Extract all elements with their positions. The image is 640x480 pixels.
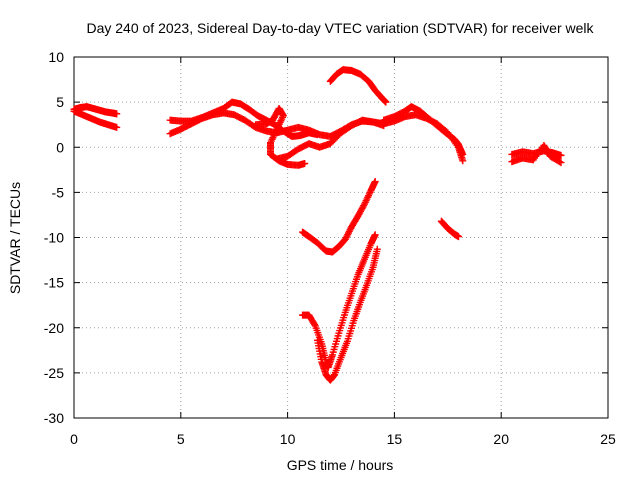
series-arc-2 — [70, 107, 121, 131]
x-tick-label: 10 — [280, 431, 296, 447]
data-point — [557, 159, 565, 167]
data-point — [344, 229, 352, 237]
data-point — [311, 321, 319, 329]
data-point — [371, 178, 379, 186]
data-point — [454, 233, 462, 241]
data-point — [360, 202, 368, 210]
x-tick-label: 25 — [600, 431, 616, 447]
y-tick-label: -10 — [44, 230, 64, 246]
y-tick-label: -30 — [44, 410, 64, 426]
y-tick-label: 0 — [56, 139, 64, 155]
series-arc-10 — [299, 231, 379, 371]
x-axis-label: GPS time / hours — [287, 457, 394, 473]
data-point — [343, 232, 351, 240]
series-arc-8 — [326, 66, 390, 106]
y-tick-label: -5 — [52, 184, 65, 200]
data-point — [459, 150, 467, 158]
data-point — [342, 234, 350, 242]
data-point — [341, 235, 349, 243]
series-arc-11 — [314, 245, 381, 384]
data-point — [382, 98, 390, 106]
data-point — [113, 110, 121, 118]
y-tick-label: -15 — [44, 275, 64, 291]
data-point — [371, 231, 379, 239]
data-point — [373, 245, 381, 253]
x-tick-label: 15 — [387, 431, 403, 447]
series-arc-5 — [252, 104, 309, 169]
series-arc-12 — [437, 217, 462, 241]
series-arc-1 — [70, 103, 121, 118]
chart-title: Day 240 of 2023, Sidereal Day-to-day VTE… — [86, 20, 594, 36]
x-tick-label: 5 — [177, 431, 185, 447]
data-point — [556, 158, 564, 166]
data-point — [113, 123, 121, 131]
data-point — [346, 226, 354, 234]
series-layer — [70, 66, 565, 384]
axis-ticks — [73, 56, 609, 419]
y-tick-label: -25 — [44, 365, 64, 381]
data-point — [301, 159, 309, 167]
data-point — [459, 157, 467, 165]
y-tick-label: -20 — [44, 320, 64, 336]
series-arc-7 — [380, 103, 467, 158]
tick-labels: 0 5 10 15 20 25 10 5 0 -5 -10 -15 -20 -25 -30 — [44, 49, 616, 447]
series-arc-4 — [166, 109, 388, 140]
series-arc-14 — [508, 141, 565, 167]
y-tick-label: 10 — [48, 49, 64, 65]
series-arc-9 — [299, 178, 379, 256]
y-tick-label: 5 — [56, 94, 64, 110]
x-tick-label: 0 — [70, 431, 78, 447]
data-point — [345, 227, 353, 235]
data-point — [557, 151, 565, 159]
data-point — [344, 231, 352, 239]
x-tick-label: 20 — [493, 431, 509, 447]
y-axis-label: SDTVAR / TECUs — [7, 182, 23, 294]
